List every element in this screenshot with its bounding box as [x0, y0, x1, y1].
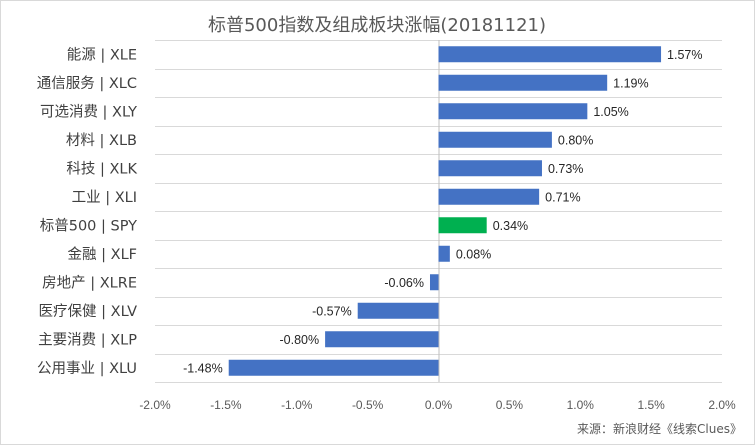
bar: [357, 302, 439, 319]
value-label: 0.34%: [493, 219, 528, 233]
category-label: 标普500 | SPY: [40, 217, 137, 234]
bar: [228, 359, 439, 376]
value-label: 0.71%: [545, 190, 580, 204]
category-label: 医疗保健 | XLV: [39, 303, 138, 320]
value-labels: 1.57% 1.19% 1.05%0.80% 0.73% 0.71% 0.34%0.08%…: [183, 48, 702, 376]
x-tick-label: 0.0%: [425, 398, 453, 412]
x-tick-label: 1.5%: [637, 398, 665, 412]
category-label: 能源 | XLE: [67, 46, 137, 63]
bar: [438, 103, 588, 120]
bar: [438, 74, 608, 91]
category-label: 金融 | XLF: [68, 246, 137, 263]
category-label: 通信服务 | XLC: [37, 75, 137, 92]
value-label: -0.80%: [279, 333, 319, 347]
value-label: 1.19%: [613, 76, 648, 90]
category-label: 可选消费 | XLY: [40, 103, 137, 120]
bar: [438, 46, 662, 63]
chart-title: 标普500指数及组成板块涨幅(20181121): [208, 15, 546, 36]
x-tick-label: -1.5%: [210, 398, 242, 412]
x-tick-label: 2.0%: [708, 398, 736, 412]
x-tick-label: -0.5%: [352, 398, 384, 412]
category-label: 公用事业 | XLU: [37, 360, 137, 377]
category-labels: 能源 | XLE 通信服务 | XLC 可选消费 | XLY 材料 | XLB 科技 |…: [37, 46, 138, 377]
value-label: 0.80%: [558, 133, 593, 147]
category-label: 材料 | XLB: [66, 132, 137, 149]
value-label: 1.57%: [667, 48, 702, 62]
bar: [438, 131, 552, 148]
value-label: -0.57%: [312, 304, 352, 318]
bar: [438, 245, 450, 262]
bar: [438, 160, 542, 177]
source-note: 来源：新浪财经《线索Clues》: [577, 421, 742, 436]
bars: [228, 46, 662, 376]
value-label: -1.48%: [183, 361, 223, 375]
category-label: 房地产 | XLRE: [42, 274, 137, 291]
category-label: 主要消费 | XLP: [38, 331, 137, 348]
x-tick-label: -1.0%: [281, 398, 313, 412]
bar: [325, 331, 439, 348]
x-tick-label: 0.5%: [496, 398, 524, 412]
value-label: 0.73%: [548, 162, 583, 176]
x-tick-label: -2.0%: [139, 398, 171, 412]
value-label: 1.05%: [593, 105, 628, 119]
value-label: -0.06%: [384, 276, 424, 290]
category-label: 科技 | XLK: [66, 160, 137, 177]
bar: [438, 217, 487, 234]
value-label: 0.08%: [456, 247, 491, 261]
x-tick-label: 1.0%: [567, 398, 595, 412]
gridlines: [155, 40, 722, 383]
bar: [429, 274, 439, 291]
x-tick-labels: -2.0% -1.5% -1.0% -0.5% 0.0% 0.5% 1.0% 1.5% 2.0%: [139, 398, 736, 412]
category-label: 工业 | XLI: [72, 189, 137, 206]
bar: [438, 188, 540, 205]
